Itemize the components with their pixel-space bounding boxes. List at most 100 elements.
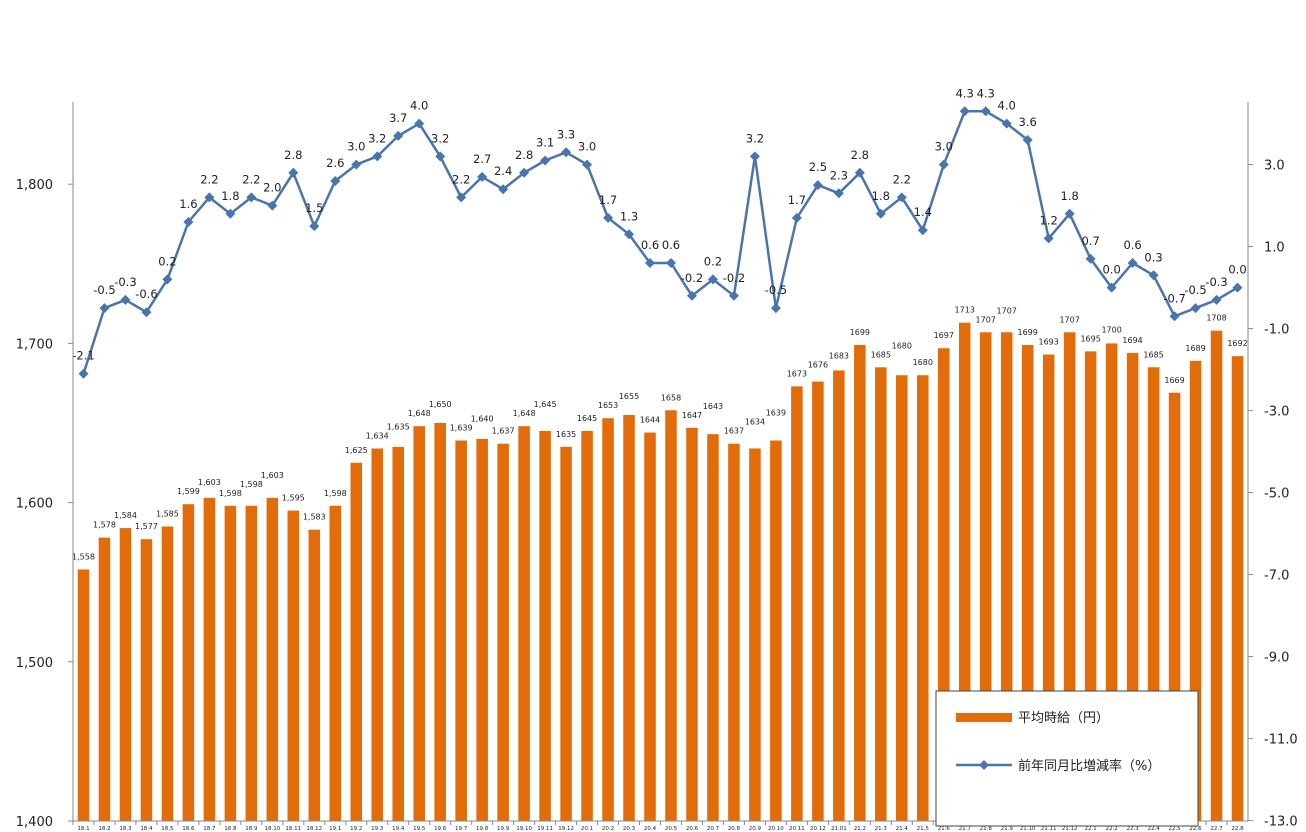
line-value-label: -0.3 [114, 275, 136, 289]
line-point [435, 151, 446, 162]
x-tick-label: 19.6 [434, 826, 447, 832]
x-tick-label: 19.11 [537, 826, 553, 832]
line-value-label: 1.3 [620, 209, 638, 223]
bar-value-label: 1,599 [177, 487, 200, 496]
line-value-label: -0.5 [1184, 283, 1206, 297]
bar-value-label: 1,598 [240, 480, 263, 489]
x-tick-label: 22.2 [1105, 826, 1117, 832]
line-point [393, 130, 404, 141]
bar [833, 370, 845, 821]
bar-value-label: 1,639 [450, 424, 473, 433]
x-tick-label: 21.5 [917, 826, 930, 832]
line-point [309, 221, 320, 232]
line-point [183, 217, 194, 227]
line-point [896, 192, 907, 203]
bar-value-label: 1,578 [93, 521, 116, 530]
x-tick-label: 19.2 [350, 826, 362, 832]
x-tick-label: 18.4 [140, 826, 153, 832]
x-tick-label: 18.1 [77, 826, 89, 832]
bar-value-label: 1699 [850, 328, 870, 337]
x-tick-label: 22.5 [1168, 826, 1181, 832]
x-tick-label: 20.4 [644, 826, 657, 832]
bar-value-label: 1685 [1143, 350, 1163, 359]
right-tick-label: -9.0 [1264, 651, 1289, 666]
x-tick-label: 19.12 [558, 826, 574, 832]
bar-value-label: 1707 [1059, 315, 1079, 324]
line-point [791, 212, 802, 223]
bar [203, 497, 216, 821]
bar [1105, 343, 1118, 821]
bar-value-label: 1645 [577, 414, 597, 423]
right-tick-label: -5.0 [1264, 487, 1289, 502]
x-tick-label: 19.9 [497, 826, 510, 832]
bar [224, 505, 237, 821]
line-point [875, 208, 886, 219]
line-point [707, 274, 718, 285]
x-tick-label: 18.10 [264, 826, 280, 832]
line-value-label: 0.7 [1081, 234, 1099, 248]
line-value-label: 0.3 [1144, 250, 1162, 264]
bar-value-label: 1694 [1122, 336, 1142, 345]
line-value-label: -0.7 [1163, 291, 1185, 305]
line-value-label: 2.0 [263, 181, 281, 195]
line-value-label: 4.0 [410, 99, 428, 113]
bar-value-label: 1655 [619, 392, 639, 401]
bar [245, 505, 258, 821]
bar [560, 446, 572, 821]
line-value-label: 0.2 [158, 254, 176, 268]
line-value-label: 4.3 [956, 86, 974, 100]
bar-value-label: 1683 [829, 351, 849, 360]
right-tick-label: 3.0 [1264, 159, 1285, 174]
bar [1231, 356, 1244, 821]
x-tick-label: 20.3 [623, 826, 636, 832]
bar-value-label: 1,648 [408, 409, 431, 418]
line-value-label: 3.7 [389, 111, 407, 125]
line-value-label: -2.1 [72, 349, 94, 363]
bar [371, 448, 384, 821]
right-tick-label: 1.0 [1264, 241, 1285, 256]
x-tick-label: 22.3 [1126, 826, 1139, 832]
legend-line-label: 前年同月比増減率（%） [1018, 758, 1160, 774]
line-value-label: 3.0 [578, 140, 596, 154]
bar-value-label: 1,595 [282, 494, 305, 503]
bar-value-label: 1,598 [324, 489, 347, 498]
x-tick-label: 20.5 [665, 826, 678, 832]
bar-value-label: 1669 [1164, 376, 1184, 385]
line-value-label: -0.2 [681, 271, 703, 285]
x-tick-label: 18.8 [224, 826, 237, 832]
bar-value-label: 1,558 [72, 552, 95, 561]
line-point [204, 192, 215, 203]
legend-line-marker [979, 760, 989, 770]
bar-value-label: 1676 [808, 360, 828, 369]
x-tick-label: 19.10 [516, 826, 532, 832]
line-point [351, 159, 362, 170]
line-value-label: 3.2 [746, 131, 764, 145]
bar-labels-layer: 1,5581,5781,5841,5771,5851,5991,6031,598… [72, 306, 1248, 562]
x-tick-label: 19.3 [371, 826, 384, 832]
right-tick-label: -1.0 [1264, 323, 1289, 338]
left-tick-label: 1,500 [16, 656, 53, 671]
bar-value-label: 1707 [976, 315, 996, 324]
line-point [120, 294, 131, 305]
line-value-label: 4.3 [977, 86, 995, 100]
x-tick-label: 18.5 [161, 826, 174, 832]
x-tick-label: 21.2 [854, 826, 866, 832]
line-value-label: 0.6 [662, 238, 680, 252]
right-tick-label: -13.0 [1264, 815, 1298, 830]
line-point [540, 155, 551, 166]
line-labels-layer: -2.1-0.5-0.3-0.60.21.62.21.82.22.02.81.5… [72, 86, 1246, 362]
bar [791, 386, 803, 821]
bar-value-label: 1707 [997, 306, 1017, 315]
x-tick-label: 21.6 [938, 826, 951, 832]
x-tick-label: 21.4 [896, 826, 909, 832]
right-tick-label: -7.0 [1264, 569, 1289, 584]
bar [77, 569, 90, 821]
line-point [582, 159, 593, 170]
bar [686, 427, 698, 821]
x-tick-label: 20.9 [749, 826, 762, 832]
bar-value-label: 1713 [955, 306, 975, 315]
bar-value-label: 1,577 [135, 522, 158, 531]
x-tick-label: 20.1 [581, 826, 593, 832]
x-tick-label: 20.10 [768, 826, 784, 832]
line-value-label: 2.2 [893, 172, 911, 186]
